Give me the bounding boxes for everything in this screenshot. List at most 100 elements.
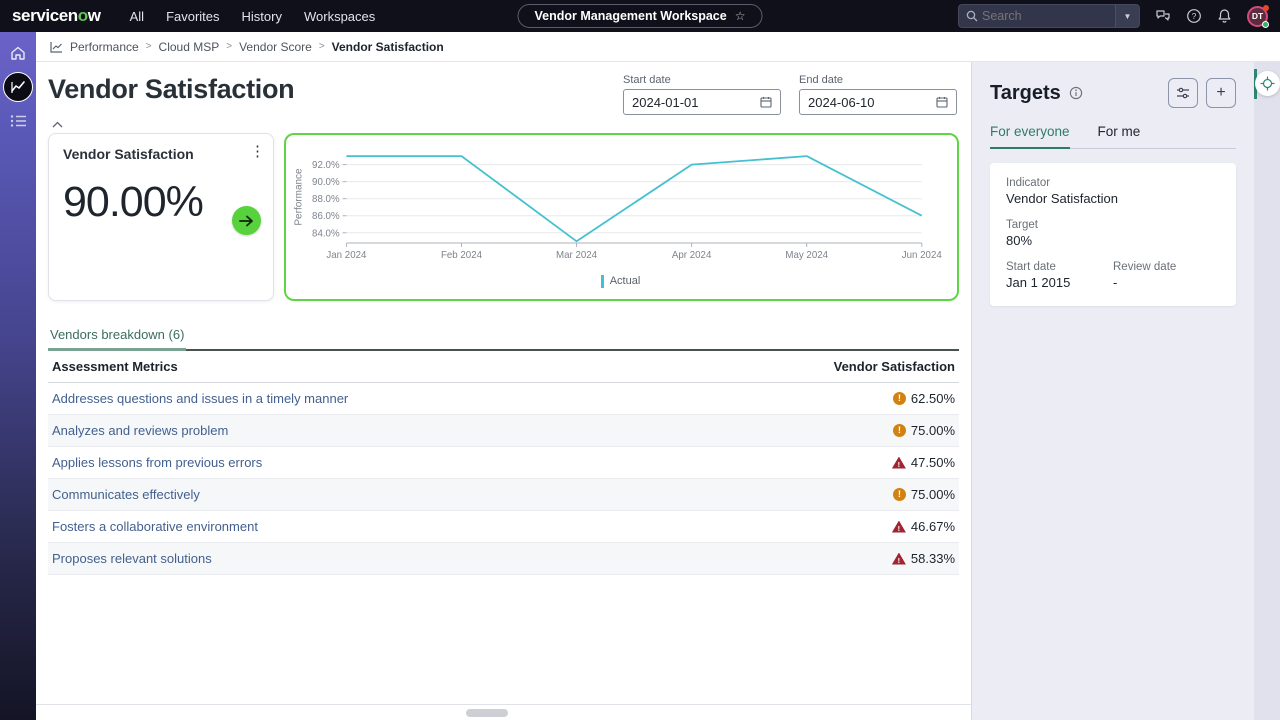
tab-for-everyone[interactable]: For everyone bbox=[990, 124, 1070, 149]
search-input[interactable] bbox=[982, 9, 1115, 23]
tab-vendors-breakdown[interactable]: Vendors breakdown (6) bbox=[48, 323, 187, 351]
nav-item-history[interactable]: History bbox=[241, 8, 282, 24]
target-value: 80% bbox=[1006, 233, 1033, 248]
svg-text:Performance: Performance bbox=[294, 168, 305, 226]
search-box[interactable]: ▼ bbox=[958, 4, 1140, 28]
table-row[interactable]: Proposes relevant solutions ! 58.33% bbox=[48, 542, 959, 575]
drilldown-button[interactable] bbox=[232, 206, 261, 235]
breadcrumb-separator: > bbox=[145, 41, 152, 52]
review-date-label: Review date bbox=[1113, 261, 1177, 273]
svg-text:Feb 2024: Feb 2024 bbox=[441, 250, 483, 261]
table-row[interactable]: Addresses questions and issues in a time… bbox=[48, 382, 959, 415]
metric-link[interactable]: Proposes relevant solutions bbox=[52, 551, 212, 566]
end-date-input-box[interactable] bbox=[799, 89, 957, 115]
metric-link[interactable]: Analyzes and reviews problem bbox=[52, 423, 229, 438]
svg-text:86.0%: 86.0% bbox=[312, 211, 340, 222]
column-header-metrics: Assessment Metrics bbox=[48, 351, 688, 383]
analytics-button[interactable] bbox=[0, 70, 36, 104]
start-date-label: Start date bbox=[623, 74, 671, 86]
nav-item-workspaces[interactable]: Workspaces bbox=[303, 8, 376, 24]
help-button[interactable]: ? bbox=[1186, 8, 1202, 24]
notification-dot bbox=[1263, 4, 1269, 11]
target-start-date-value: Jan 1 2015 bbox=[1006, 275, 1071, 290]
nav-item-favorites[interactable]: Favorites bbox=[166, 8, 220, 24]
avatar[interactable]: DT bbox=[1247, 4, 1269, 28]
end-date-input[interactable] bbox=[808, 94, 936, 110]
performance-line-chart[interactable]: 84.0% 86.0% 88.0% 90.0% 92.0% Jan 2024 Feb 202… bbox=[292, 143, 949, 269]
targets-rail-button[interactable] bbox=[1255, 71, 1280, 96]
scorecard-menu-button[interactable]: ⋮ bbox=[250, 144, 265, 159]
scorecard-title: Vendor Satisfaction bbox=[63, 146, 194, 162]
info-icon bbox=[1069, 86, 1082, 100]
target-card[interactable]: Indicator Vendor Satisfaction Target 80%… bbox=[990, 163, 1236, 306]
breadcrumb: Performance > Cloud MSP > Vendor Score > Vendo… bbox=[36, 32, 1280, 62]
breakdown-tabstrip: Vendors breakdown (6) bbox=[48, 323, 959, 351]
list-button[interactable] bbox=[0, 104, 36, 138]
breadcrumb-item[interactable]: Performance bbox=[70, 39, 139, 54]
performance-chart-icon bbox=[50, 41, 62, 53]
notifications-button[interactable] bbox=[1217, 8, 1232, 24]
metric-link[interactable]: Applies lessons from previous errors bbox=[52, 455, 263, 470]
search-dropdown-button[interactable]: ▼ bbox=[1115, 5, 1139, 27]
targets-title: Targets bbox=[990, 81, 1061, 104]
critical-icon: ! bbox=[891, 520, 906, 533]
horizontal-scrollbar-thumb[interactable] bbox=[466, 709, 509, 717]
collapse-chevron-icon[interactable] bbox=[52, 121, 63, 128]
filter-icon bbox=[1177, 87, 1189, 99]
svg-text:88.0%: 88.0% bbox=[312, 194, 340, 205]
kebab-icon: ⋮ bbox=[250, 143, 265, 160]
horizontal-scrollbar[interactable] bbox=[36, 704, 971, 720]
table-row[interactable]: Fosters a collaborative environment ! 46… bbox=[48, 510, 959, 543]
presence-dot bbox=[1262, 20, 1269, 28]
metric-value: 58.33% bbox=[910, 551, 955, 566]
legend-label: Actual bbox=[609, 275, 641, 287]
search-icon bbox=[966, 10, 978, 22]
calendar-icon[interactable] bbox=[760, 96, 772, 108]
chat-icon bbox=[1156, 10, 1170, 21]
filter-targets-button[interactable] bbox=[1168, 78, 1198, 108]
svg-text:?: ? bbox=[1192, 11, 1197, 21]
svg-text:May 2024: May 2024 bbox=[785, 250, 828, 261]
svg-text:Mar 2024: Mar 2024 bbox=[556, 250, 598, 261]
metric-link[interactable]: Communicates effectively bbox=[52, 487, 200, 502]
start-date-input-box[interactable] bbox=[623, 89, 781, 115]
nav-item-all[interactable]: All bbox=[129, 8, 145, 24]
favorite-star-icon[interactable]: ☆ bbox=[734, 9, 746, 23]
home-icon bbox=[11, 46, 25, 60]
list-icon bbox=[10, 115, 26, 127]
end-date-field: End date bbox=[799, 74, 957, 115]
workspace-tab[interactable]: Vendor Management Workspace ☆ bbox=[517, 4, 763, 28]
chart-card[interactable]: 84.0% 86.0% 88.0% 90.0% 92.0% Jan 2024 Feb 202… bbox=[284, 133, 959, 301]
start-date-field: Start date bbox=[623, 74, 781, 115]
help-icon: ? bbox=[1187, 9, 1201, 23]
home-button[interactable] bbox=[0, 36, 36, 70]
targets-info-button[interactable] bbox=[1069, 86, 1083, 100]
breadcrumb-item[interactable]: Cloud MSP bbox=[158, 39, 220, 54]
breadcrumb-separator: > bbox=[226, 41, 233, 52]
legend-swatch bbox=[600, 274, 604, 288]
workspace-tab-label: Vendor Management Workspace bbox=[534, 9, 727, 23]
breadcrumb-item[interactable]: Vendor Score bbox=[239, 39, 312, 54]
page-title: Vendor Satisfaction bbox=[48, 74, 295, 104]
table-row[interactable]: Analyzes and reviews problem ! 75.00% bbox=[48, 414, 959, 447]
start-date-input[interactable] bbox=[632, 94, 760, 110]
add-target-button[interactable]: + bbox=[1206, 78, 1236, 108]
crosshair-icon bbox=[1260, 76, 1275, 91]
calendar-icon[interactable] bbox=[936, 96, 948, 108]
target-label: Target bbox=[1006, 219, 1038, 231]
avatar-initials: DT bbox=[1251, 11, 1264, 21]
servicenow-logo[interactable]: servicenow bbox=[12, 6, 101, 25]
column-header-satisfaction: Vendor Satisfaction bbox=[687, 351, 959, 383]
warning-icon: ! bbox=[892, 488, 906, 501]
table-row[interactable]: Applies lessons from previous errors ! 4… bbox=[48, 446, 959, 479]
chat-button[interactable] bbox=[1155, 8, 1171, 24]
metric-link[interactable]: Addresses questions and issues in a time… bbox=[52, 391, 349, 406]
chart-legend: Actual bbox=[292, 269, 949, 293]
table-row[interactable]: Communicates effectively ! 75.00% bbox=[48, 478, 959, 511]
tab-for-me[interactable]: For me bbox=[1098, 124, 1141, 148]
scorecard[interactable]: Vendor Satisfaction ⋮ 90.00% bbox=[48, 133, 274, 301]
warning-icon: ! bbox=[892, 392, 906, 405]
arrow-right-icon bbox=[239, 215, 253, 226]
metric-link[interactable]: Fosters a collaborative environment bbox=[52, 519, 258, 534]
targets-tabs: For everyone For me bbox=[990, 124, 1236, 149]
